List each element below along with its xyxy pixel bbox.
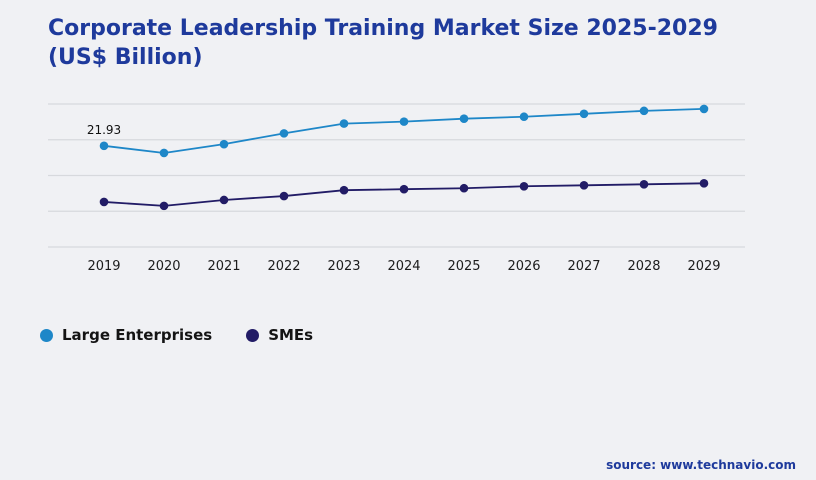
data-point-smes-2022 [279, 191, 289, 201]
data-point-large-enterprises-2026 [519, 112, 529, 122]
data-point-large-enterprises-2020 [159, 148, 169, 158]
data-point-smes-2019 [99, 197, 109, 207]
chart-title: Corporate Leadership Training Market Siz… [48, 14, 718, 72]
x-tick-label: 2019 [87, 259, 120, 274]
data-point-smes-2029 [699, 179, 709, 188]
chart-title-line1: Corporate Leadership Training Market Siz… [48, 16, 718, 41]
data-point-large-enterprises-2019 [99, 141, 109, 151]
data-point-smes-2023 [339, 185, 349, 195]
data-point-smes-2026 [519, 181, 529, 191]
data-point-large-enterprises-2021 [219, 139, 229, 149]
x-tick-label: 2025 [447, 259, 480, 274]
line-chart-canvas: 2019 2020 2021 2022 2023 2024 2025 2026 2027 2028… [48, 103, 745, 274]
data-point-smes-2024 [399, 184, 409, 194]
legend-label-large-enterprises: Large Enterprises [62, 326, 213, 344]
x-tick-label: 2023 [327, 259, 360, 274]
data-point-large-enterprises-2024 [399, 117, 409, 126]
data-point-large-enterprises-2028 [639, 106, 649, 116]
x-tick-label: 2028 [627, 259, 660, 274]
data-point-smes-2028 [639, 180, 649, 189]
x-tick-label: 2029 [687, 259, 720, 274]
data-point-smes-2021 [219, 195, 229, 205]
x-tick-label: 2026 [507, 259, 540, 274]
x-tick-label: 2022 [267, 259, 300, 274]
data-point-large-enterprises-2023 [339, 119, 349, 128]
data-point-smes-2027 [579, 180, 589, 190]
x-tick-label: 2020 [147, 259, 180, 274]
legend-marker-large-enterprises-icon [40, 328, 53, 342]
x-tick-label: 2027 [567, 259, 600, 274]
legend-label-smes: SMEs [268, 326, 314, 344]
chart-legend: Large Enterprises SMEs [40, 326, 313, 344]
data-point-smes-2025 [459, 183, 469, 193]
series-line-large-enterprises [103, 107, 705, 154]
legend-item-smes: SMEs [246, 326, 313, 344]
data-point-large-enterprises-2025 [459, 114, 469, 123]
legend-marker-smes-icon [246, 328, 260, 342]
chart-title-line2: (US$ Billion) [48, 45, 203, 71]
data-point-large-enterprises-2027 [579, 109, 589, 119]
data-point-smes-2020 [159, 201, 169, 211]
legend-item-large-enterprises: Large Enterprises [40, 326, 212, 344]
data-point-large-enterprises-2022 [279, 129, 289, 138]
x-tick-label: 2021 [207, 259, 240, 274]
data-point-large-enterprises-2029 [699, 104, 709, 114]
data-label: 21.93 [87, 123, 121, 137]
x-tick-label: 2024 [387, 259, 420, 274]
source-attribution: source: www.technavio.com [606, 458, 796, 472]
